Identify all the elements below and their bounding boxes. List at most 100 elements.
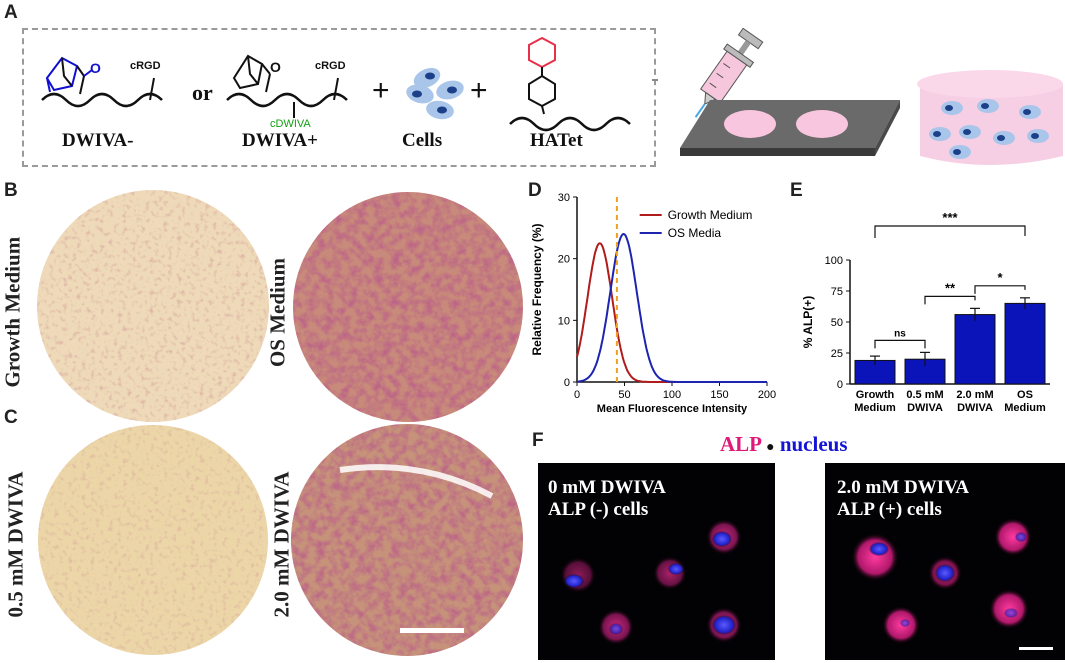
svg-text:O: O	[270, 59, 281, 75]
cells-icon	[406, 67, 464, 120]
crgd-label-1: cRGD	[130, 60, 161, 72]
cell-3	[994, 518, 1032, 556]
cell-2	[653, 556, 687, 590]
micro-image-2mm: 2.0 mM DWIVA ALP (+) cells	[825, 463, 1065, 660]
y-tick-label: 10	[558, 315, 570, 327]
cdwiva-label: cDWIVA	[270, 118, 311, 130]
norbornene-1-icon: O	[45, 56, 101, 95]
nucleus-label: nucleus	[779, 432, 848, 456]
panel-letter-b: B	[4, 180, 18, 201]
svg-text:O: O	[90, 60, 101, 76]
plus-sign-2: +	[470, 74, 488, 107]
category-label-1: 0.5 mM	[906, 389, 943, 401]
panel-letter-a: A	[4, 2, 18, 23]
category-label-3: Medium	[1004, 402, 1046, 414]
cell-1	[851, 533, 899, 581]
panel-letter-d: D	[528, 180, 542, 201]
norbornene-2-icon: O	[232, 54, 281, 93]
micro-2mm-line1: 2.0 mM DWIVA	[837, 477, 970, 498]
cells-label: Cells	[402, 130, 443, 151]
micro-0mm-line1: 0 mM DWIVA	[548, 477, 666, 498]
crgd-label-2: cRGD	[315, 60, 346, 72]
panel-a-schematic: O O	[41, 36, 662, 132]
panel-f-title: ALP ● nucleus	[720, 432, 848, 457]
series-line-0	[576, 242, 767, 383]
cell-4	[598, 609, 634, 645]
label-os-medium: OS Medium	[265, 257, 290, 368]
scale-bar-wells	[400, 628, 464, 633]
x-tick-label: 100	[663, 389, 681, 401]
panel-letter-f: F	[532, 430, 544, 451]
sig-label-3: ***	[942, 210, 958, 225]
polymer-wave-3	[509, 116, 631, 132]
label-2-0mm-dwiva: 2.0 mM DWIVA	[269, 471, 294, 618]
y-tick-label: 100	[825, 255, 843, 267]
y-axis-label: % ALP(+)	[801, 296, 815, 349]
stained-wells	[37, 190, 523, 656]
cell-5	[989, 589, 1029, 629]
hatet-label: HATet	[530, 130, 583, 151]
hydrogel-cells-icon	[917, 70, 1063, 165]
category-label-2: 2.0 mM	[956, 389, 993, 401]
category-label-0: Growth	[856, 389, 895, 401]
or-text: or	[192, 80, 213, 105]
sig-label-0: ns	[894, 328, 906, 339]
x-tick-label: 150	[710, 389, 728, 401]
panel-letter-e: E	[790, 180, 803, 201]
well-0-5mm-dwiva	[38, 425, 268, 655]
well-os-medium	[293, 192, 523, 422]
bar-2	[954, 314, 996, 385]
sig-label-2: *	[997, 270, 1003, 285]
syringe-plate-illustration	[680, 28, 1063, 165]
panel-letter-c: C	[4, 407, 18, 428]
sig-bracket-1	[924, 295, 976, 305]
well-plate-icon	[680, 100, 900, 156]
cell-4	[882, 606, 920, 644]
y-tick-label: 20	[558, 254, 570, 266]
x-tick-label: 50	[618, 389, 630, 401]
y-tick-label: 0	[564, 377, 570, 389]
syringe-icon	[694, 28, 764, 118]
well-2-0mm-dwiva	[291, 424, 523, 656]
label-growth-medium: Growth Medium	[0, 236, 25, 388]
micro-0mm-line2: ALP (-) cells	[548, 499, 649, 520]
micro-2mm-line2: ALP (+) cells	[837, 499, 942, 520]
y-tick-label: 25	[831, 348, 843, 360]
sig-label-1: **	[945, 280, 956, 295]
y-axis-label: Relative Frequency (%)	[530, 223, 544, 355]
legend-label-1: OS Media	[668, 226, 722, 240]
polymer-wave-2	[226, 92, 348, 108]
category-label-0: Medium	[854, 402, 896, 414]
y-tick-label: 0	[837, 379, 843, 391]
sig-bracket-0	[874, 339, 926, 349]
well-growth-medium	[37, 190, 269, 422]
y-tick-label: 50	[831, 317, 843, 329]
y-tick-label: 30	[558, 192, 570, 204]
cell-3	[706, 519, 742, 555]
x-tick-label: 200	[758, 389, 776, 401]
x-axis-label: Mean Fluorescence Intensity	[597, 403, 748, 415]
dwiva-plus-label: DWIVA+	[242, 130, 318, 151]
sig-bracket-3	[874, 225, 1026, 238]
cell-1	[560, 557, 596, 593]
label-0-5mm-dwiva: 0.5 mM DWIVA	[3, 471, 28, 618]
series-line-1	[576, 232, 767, 383]
polymer-wave-1	[41, 92, 163, 108]
scale-bar-micro	[1019, 647, 1053, 650]
micro-image-0mm: 0 mM DWIVA ALP (-) cells	[538, 463, 775, 660]
plus-sign-1: +	[372, 74, 390, 107]
y-tick-label: 75	[831, 286, 843, 298]
sig-bracket-2	[974, 285, 1026, 294]
legend-label-0: Growth Medium	[668, 208, 753, 222]
x-tick-label: 0	[574, 389, 580, 401]
bar-3	[1004, 302, 1046, 385]
category-label-3: OS	[1017, 389, 1033, 401]
category-label-1: DWIVA	[907, 402, 943, 414]
tetrazine-icon	[528, 36, 556, 115]
panel-a-dashed-box	[22, 28, 656, 167]
alp-label: ALP	[720, 432, 761, 456]
cell-5	[706, 607, 742, 643]
chart-d-histogram: 0 10 20 30 0 50 100 150 200 Mean Fluorescence Int…	[530, 192, 776, 415]
dot-separator: ●	[766, 440, 775, 455]
